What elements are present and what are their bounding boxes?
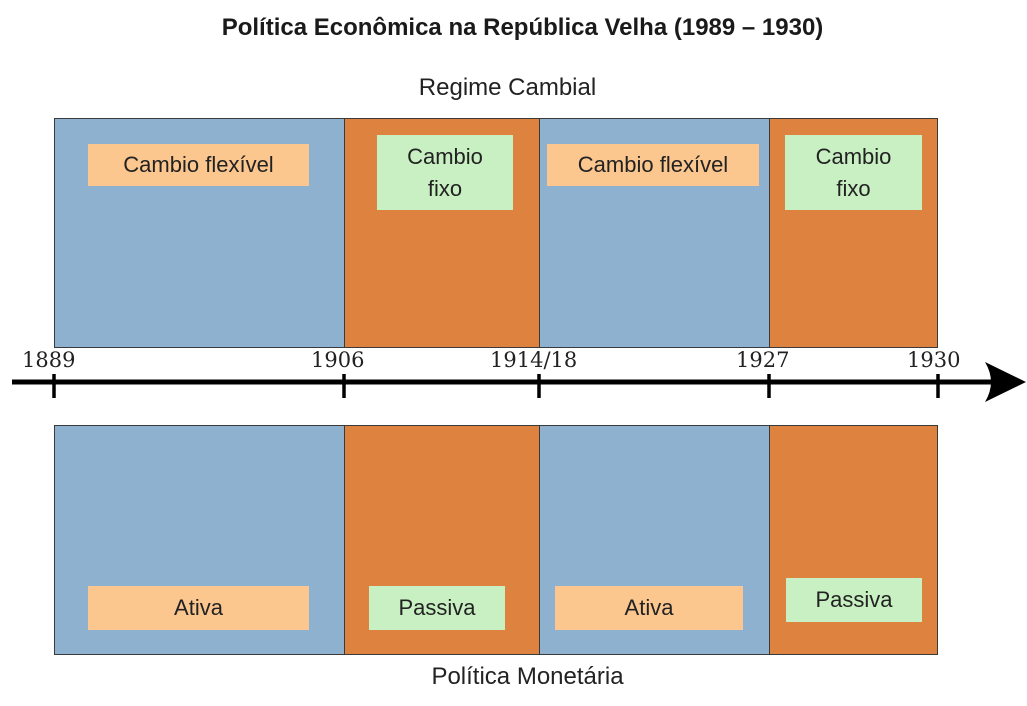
monetary-tag-1: Ativa <box>88 586 309 630</box>
year-label-1930: 1930 <box>907 348 961 372</box>
year-label-1927: 1927 <box>736 348 790 372</box>
regime-tag-3: Cambio flexível <box>547 144 759 186</box>
year-label-1906: 1906 <box>311 348 365 372</box>
year-label-1914-18: 1914/18 <box>490 348 578 372</box>
axis-arrowhead <box>985 362 1026 402</box>
year-label-1889: 1889 <box>22 348 76 372</box>
page-title: Política Econômica na República Velha (1… <box>221 14 824 41</box>
regime-tag-4: Cambio fixo <box>785 135 922 210</box>
regime-tag-1: Cambio flexível <box>88 144 309 186</box>
regime-cambial-label: Regime Cambial <box>418 74 597 101</box>
monetary-tag-2: Passiva <box>369 586 505 630</box>
regime-tag-2: Cambio fixo <box>377 135 513 210</box>
monetary-tag-3: Ativa <box>555 586 743 630</box>
politica-monetaria-label: Política Monetária <box>431 663 624 690</box>
monetary-tag-4: Passiva <box>786 578 922 622</box>
